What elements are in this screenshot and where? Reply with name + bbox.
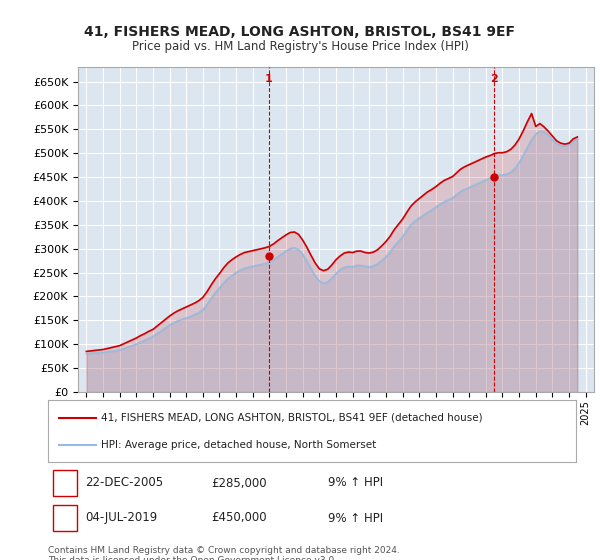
- Text: 04-JUL-2019: 04-JUL-2019: [85, 511, 157, 525]
- Text: £450,000: £450,000: [212, 511, 268, 525]
- Text: 41, FISHERS MEAD, LONG ASHTON, BRISTOL, BS41 9EF (detached house): 41, FISHERS MEAD, LONG ASHTON, BRISTOL, …: [101, 413, 482, 423]
- Text: £285,000: £285,000: [212, 477, 268, 489]
- Text: 22-DEC-2005: 22-DEC-2005: [85, 477, 163, 489]
- Text: 41, FISHERS MEAD, LONG ASHTON, BRISTOL, BS41 9EF: 41, FISHERS MEAD, LONG ASHTON, BRISTOL, …: [85, 25, 515, 39]
- FancyBboxPatch shape: [53, 470, 77, 496]
- Text: 2: 2: [61, 511, 70, 525]
- Text: Price paid vs. HM Land Registry's House Price Index (HPI): Price paid vs. HM Land Registry's House …: [131, 40, 469, 53]
- Text: HPI: Average price, detached house, North Somerset: HPI: Average price, detached house, Nort…: [101, 440, 376, 450]
- Text: 1: 1: [265, 74, 273, 83]
- Text: 2: 2: [490, 74, 498, 83]
- Text: 9% ↑ HPI: 9% ↑ HPI: [328, 477, 383, 489]
- Text: 1: 1: [61, 477, 70, 489]
- FancyBboxPatch shape: [53, 505, 77, 531]
- Text: Contains HM Land Registry data © Crown copyright and database right 2024.
This d: Contains HM Land Registry data © Crown c…: [48, 546, 400, 560]
- Text: 9% ↑ HPI: 9% ↑ HPI: [328, 511, 383, 525]
